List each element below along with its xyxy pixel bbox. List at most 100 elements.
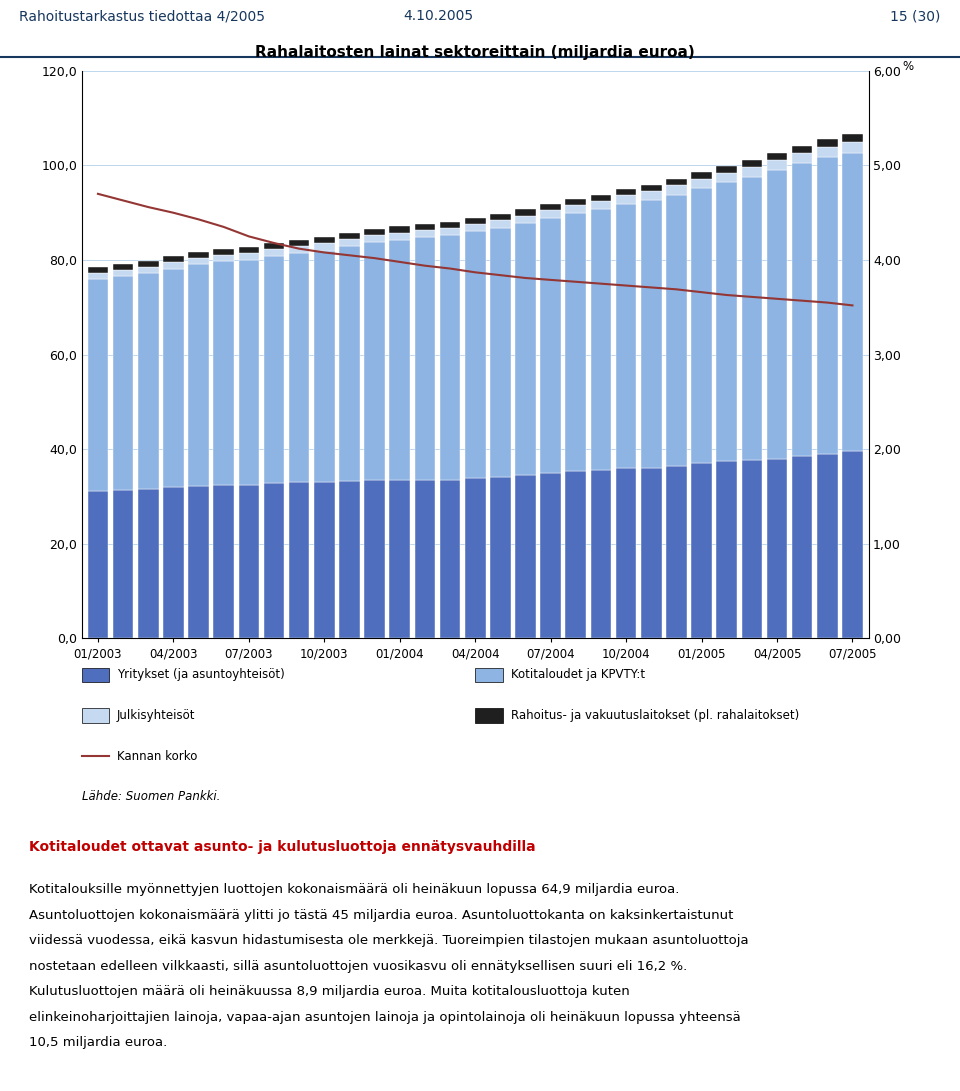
Bar bbox=[112, 490, 133, 638]
Bar bbox=[390, 227, 410, 232]
Text: Kotitaloudet ja KPVTY:t: Kotitaloudet ja KPVTY:t bbox=[511, 669, 645, 682]
Bar bbox=[163, 256, 183, 262]
Bar bbox=[590, 209, 612, 470]
Bar bbox=[590, 201, 612, 209]
Bar bbox=[465, 218, 486, 224]
Bar bbox=[540, 218, 561, 472]
Bar bbox=[490, 478, 511, 638]
Text: Rahoitustarkastus tiedottaa 4/2005: Rahoitustarkastus tiedottaa 4/2005 bbox=[19, 9, 265, 23]
Bar bbox=[339, 245, 360, 481]
Bar bbox=[490, 220, 511, 228]
Bar bbox=[817, 140, 838, 146]
Bar bbox=[565, 205, 587, 213]
Bar bbox=[289, 253, 309, 482]
Bar bbox=[188, 485, 209, 638]
Bar bbox=[289, 240, 309, 245]
Bar bbox=[264, 243, 284, 249]
Text: Julkisyhteisöt: Julkisyhteisöt bbox=[117, 709, 196, 722]
Bar bbox=[565, 199, 587, 205]
Bar bbox=[741, 177, 762, 460]
Bar bbox=[289, 245, 309, 253]
Bar bbox=[188, 264, 209, 485]
Bar bbox=[390, 480, 410, 638]
Bar bbox=[817, 146, 838, 157]
Bar bbox=[691, 464, 712, 638]
Bar bbox=[565, 471, 587, 638]
Bar bbox=[767, 153, 787, 160]
Bar bbox=[188, 257, 209, 264]
Bar bbox=[590, 195, 612, 201]
Bar bbox=[817, 454, 838, 638]
Bar bbox=[163, 268, 183, 487]
Bar bbox=[390, 232, 410, 240]
Bar bbox=[364, 480, 385, 638]
Bar bbox=[615, 195, 636, 204]
Bar bbox=[465, 231, 486, 479]
Bar bbox=[87, 273, 108, 279]
Bar bbox=[390, 240, 410, 480]
Bar bbox=[792, 163, 812, 456]
Bar bbox=[213, 249, 234, 255]
Bar bbox=[641, 184, 661, 192]
Bar bbox=[87, 491, 108, 638]
Text: 10,5 miljardia euroa.: 10,5 miljardia euroa. bbox=[29, 1036, 167, 1050]
Bar bbox=[792, 145, 812, 153]
Bar bbox=[82, 668, 109, 682]
Bar bbox=[112, 269, 133, 276]
Bar bbox=[138, 261, 158, 266]
Text: Kannan korko: Kannan korko bbox=[117, 750, 198, 763]
Bar bbox=[440, 221, 461, 228]
Bar bbox=[590, 470, 612, 638]
Bar bbox=[741, 167, 762, 177]
Bar bbox=[767, 170, 787, 458]
Bar bbox=[490, 228, 511, 478]
Bar bbox=[238, 260, 259, 484]
Bar bbox=[666, 185, 686, 195]
Text: Kotitalouksille myönnettyjen luottojen kokonaismäärä oli heinäkuun lopussa 64,9 : Kotitalouksille myönnettyjen luottojen k… bbox=[29, 884, 679, 897]
Bar bbox=[792, 153, 812, 163]
Bar bbox=[565, 213, 587, 471]
Bar bbox=[112, 264, 133, 269]
Bar bbox=[264, 483, 284, 638]
Text: Yritykset (ja asuntoyhteisöt): Yritykset (ja asuntoyhteisöt) bbox=[117, 669, 285, 682]
Text: Kulutusluottojen määrä oli heinäkuussa 8,9 miljardia euroa. Muita kotitalousluot: Kulutusluottojen määrä oli heinäkuussa 8… bbox=[29, 985, 630, 998]
Bar bbox=[415, 224, 435, 230]
Bar bbox=[540, 204, 561, 209]
Text: Kotitaloudet ottavat asunto- ja kulutusluottoja ennätysvauhdilla: Kotitaloudet ottavat asunto- ja kulutusl… bbox=[29, 840, 536, 854]
Bar bbox=[289, 482, 309, 638]
Bar bbox=[516, 216, 536, 224]
Bar bbox=[691, 179, 712, 188]
Bar bbox=[339, 239, 360, 245]
Bar bbox=[364, 235, 385, 242]
Bar bbox=[314, 243, 335, 251]
Bar bbox=[364, 242, 385, 480]
Bar bbox=[817, 157, 838, 454]
Bar bbox=[415, 238, 435, 480]
Bar bbox=[264, 249, 284, 256]
Bar bbox=[516, 476, 536, 638]
Bar bbox=[138, 489, 158, 638]
Bar bbox=[87, 279, 108, 491]
Bar bbox=[465, 479, 486, 638]
Bar bbox=[213, 484, 234, 638]
Bar bbox=[314, 238, 335, 243]
Bar bbox=[615, 204, 636, 468]
Bar bbox=[314, 482, 335, 638]
Text: nostetaan edelleen vilkkaasti, sillä asuntoluottojen vuosikasvu oli ennätykselli: nostetaan edelleen vilkkaasti, sillä asu… bbox=[29, 960, 687, 973]
Bar bbox=[615, 468, 636, 638]
Bar bbox=[716, 166, 737, 173]
Bar bbox=[138, 266, 158, 273]
Bar bbox=[475, 668, 503, 682]
Text: 4.10.2005: 4.10.2005 bbox=[403, 9, 473, 23]
Text: elinkeinoharjoittajien lainoja, vapaa-ajan asuntojen lainoja ja opintolainoja ol: elinkeinoharjoittajien lainoja, vapaa-aj… bbox=[29, 1010, 740, 1023]
Bar bbox=[213, 262, 234, 484]
Bar bbox=[516, 224, 536, 476]
Bar bbox=[364, 229, 385, 235]
Bar bbox=[264, 256, 284, 483]
Bar bbox=[641, 192, 661, 201]
Bar bbox=[842, 153, 863, 452]
Bar bbox=[163, 487, 183, 638]
Bar bbox=[540, 209, 561, 218]
Bar bbox=[213, 255, 234, 262]
Bar bbox=[163, 262, 183, 268]
